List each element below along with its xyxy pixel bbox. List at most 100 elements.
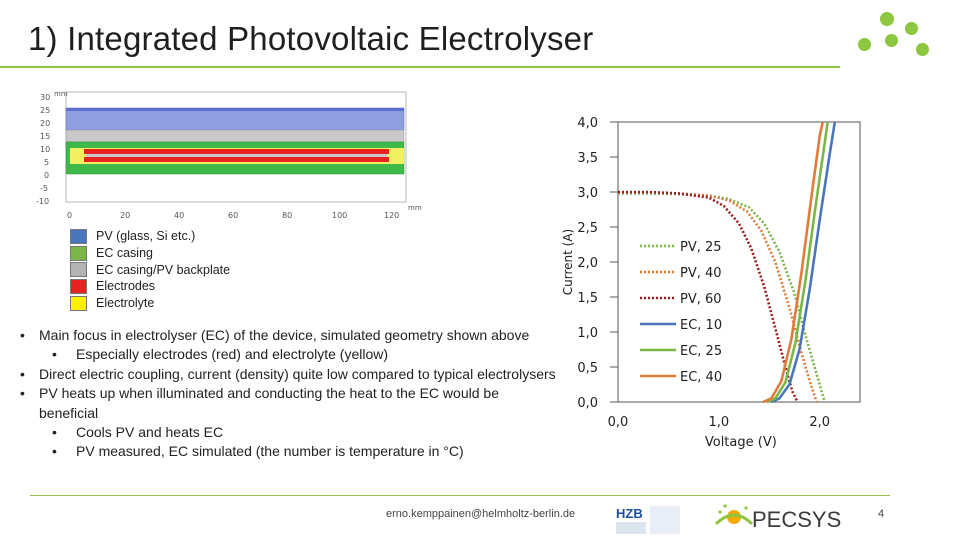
y-tick-label: 3,5: [577, 151, 598, 166]
y-tick-label: 2,5: [577, 221, 598, 236]
dot-icon: [916, 43, 929, 56]
bullet-icon: •: [20, 365, 25, 382]
legend-label: EC, 25: [680, 344, 722, 359]
legend-label: EC, 10: [680, 318, 722, 333]
electrode-bottom: [84, 157, 389, 162]
y-tick-label: 10: [40, 145, 50, 154]
legend-entry: Electrodes: [70, 278, 230, 295]
series-line: [618, 192, 826, 403]
footer-email: erno.kemppainen@helmholtz-berlin.de: [386, 508, 576, 520]
y-tick-label: 30: [40, 93, 50, 102]
x-tick-label: 80: [282, 211, 292, 220]
y-tick-label: -10: [36, 197, 49, 206]
title-divider: [0, 66, 840, 68]
legend-swatch: [70, 279, 87, 295]
y-tick-label: 0,0: [577, 396, 598, 411]
legend-entry: EC casing/PV backplate: [70, 262, 230, 279]
y-tick-label: 1,5: [577, 291, 598, 306]
x-axis-label: Voltage (V): [705, 435, 777, 450]
legend-label: PV (glass, Si etc.): [96, 229, 196, 243]
legend-label: Electrodes: [96, 279, 156, 294]
legend-label: PV, 40: [680, 266, 722, 281]
bullet-text: Cools PV and heats EC: [76, 424, 224, 441]
bullet-item: • PV heats up when illuminated and conduc…: [20, 384, 560, 423]
bullet-item: • Main focus in electrolyser (EC) of the …: [20, 326, 560, 345]
series-line: [618, 190, 799, 403]
legend-label: Electrolyte: [96, 296, 155, 311]
page-title: 1) Integrated Photovoltaic Electrolyser: [28, 20, 594, 57]
bullet-item: • Especially electrodes (red) and electro…: [20, 345, 560, 364]
dot-icon: [905, 22, 918, 35]
series-line: [766, 121, 829, 404]
y-tick-label: 20: [40, 119, 50, 128]
y-tick-label: 2,0: [577, 256, 598, 271]
x-tick-label: 2,0: [809, 415, 830, 430]
pecsys-logo-mark: PECSYS: [752, 507, 841, 532]
y-tick-label: 3,0: [577, 186, 598, 201]
hzb-logo-mark: HZB: [616, 506, 643, 521]
bullet-icon: •: [20, 385, 25, 402]
series-line: [762, 121, 824, 404]
dot-icon: [880, 12, 894, 26]
x-tick-label: 20: [120, 211, 130, 220]
y-tick-label: -5: [40, 184, 48, 193]
legend-swatch: [70, 296, 87, 312]
footer-divider: [30, 495, 890, 496]
bullet-item: • Direct electric coupling, current (dens…: [20, 365, 560, 384]
bullet-icon: •: [52, 443, 57, 460]
bullet-text: Direct electric coupling, current (densi…: [39, 365, 556, 382]
simulated-geometry-figure: mm mm 30 25 20 15 10 5 0 -5 -10 0 20 40 …: [36, 90, 422, 220]
y-tick-label: 5: [44, 158, 49, 167]
geometry-legend: PV (glass, Si etc.) EC casing EC casing/…: [70, 228, 230, 312]
sun-icon: [714, 504, 754, 526]
electrode-top: [84, 149, 389, 154]
page-number: 4: [878, 508, 885, 520]
legend-label: PV, 25: [680, 240, 722, 255]
legend-label: EC casing/PV backplate: [96, 262, 231, 277]
iv-chart: 0,0 0,5 1,0 1,5 2,0 2,5 3,0 3,5 4,0 0,0 1,0 2,0 Volt…: [561, 116, 861, 450]
y-tick-label: 25: [40, 106, 50, 115]
bullet-item: • PV measured, EC simulated (the number i…: [20, 442, 560, 461]
legend-swatch: [70, 245, 87, 261]
y-tick-labels: 30 25 20 15 10 5 0 -5 -10: [36, 93, 50, 206]
legend-label: PV, 60: [680, 292, 722, 307]
bullet-icon: •: [52, 424, 57, 441]
bullet-icon: •: [52, 346, 57, 363]
x-tick-label: 60: [228, 211, 238, 220]
pecsys-logo: PECSYS: [714, 504, 841, 532]
dot-icon: [858, 38, 871, 51]
legend-entry: EC casing: [70, 245, 230, 262]
dot-icon: [885, 34, 898, 47]
y-tick-label: 1,0: [577, 326, 598, 341]
x-tick-label: 1,0: [708, 415, 729, 430]
x-tick-label: 120: [384, 211, 399, 220]
decorative-dots: [850, 10, 940, 60]
x-tick-label: 0: [67, 211, 72, 220]
legend-label: EC, 40: [680, 370, 722, 385]
legend-label: EC casing: [96, 245, 153, 260]
x-tick-labels: 0 20 40 60 80 100 120: [67, 211, 399, 220]
plot-frame: [617, 121, 861, 403]
series-line: [770, 121, 837, 404]
y-axis-label: Current (A): [561, 229, 575, 295]
y-tick-label: 0: [44, 171, 49, 180]
y-tick-label: 4,0: [577, 116, 598, 131]
pv-top-line: [66, 108, 404, 111]
series-line: [618, 191, 818, 403]
bullet-icon: •: [20, 327, 25, 343]
unit-top: mm: [54, 90, 68, 98]
pv-layer: [65, 107, 405, 131]
hzb-logo: HZB: [616, 506, 680, 534]
backplate-layer: [65, 129, 405, 143]
y-tick-label: 15: [40, 132, 50, 141]
electrode-core: [86, 154, 387, 157]
bullet-text: Especially electrodes (red) and electrol…: [76, 346, 389, 363]
x-tick-label: 100: [332, 211, 347, 220]
bullet-list: • Main focus in electrolyser (EC) of the …: [20, 326, 560, 462]
bullet-text: PV heats up when illuminated and conduct…: [39, 385, 499, 421]
legend-entry: PV (glass, Si etc.): [70, 228, 230, 245]
legend-swatch: [70, 262, 87, 278]
legend-entry: Electrolyte: [70, 295, 230, 312]
x-tick-label: 0,0: [608, 415, 629, 430]
bullet-text: PV measured, EC simulated (the number is…: [76, 443, 464, 460]
